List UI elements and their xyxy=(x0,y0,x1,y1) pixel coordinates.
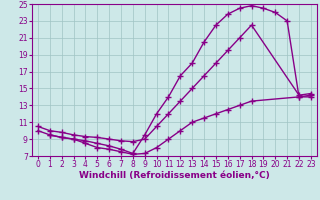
X-axis label: Windchill (Refroidissement éolien,°C): Windchill (Refroidissement éolien,°C) xyxy=(79,171,270,180)
